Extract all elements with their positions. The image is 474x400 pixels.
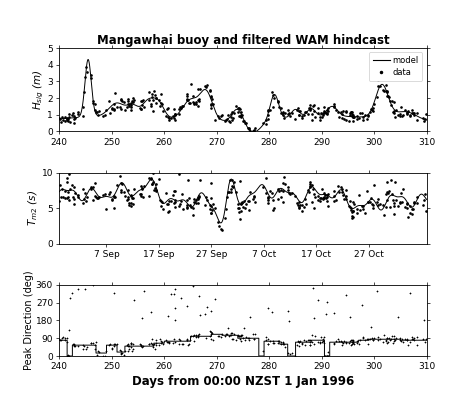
Legend: model, data: model, data — [369, 52, 422, 81]
Title: Mangawhai buoy and filtered WAM hindcast: Mangawhai buoy and filtered WAM hindcast — [97, 34, 389, 47]
Y-axis label: Peak Direction (deg): Peak Direction (deg) — [24, 271, 34, 370]
X-axis label: Days from 00:00 NZST 1 Jan 1996: Days from 00:00 NZST 1 Jan 1996 — [132, 376, 354, 388]
Y-axis label: $H_{sig}$ (m): $H_{sig}$ (m) — [31, 69, 46, 110]
Y-axis label: $T_{m2}$ (s): $T_{m2}$ (s) — [27, 190, 40, 226]
